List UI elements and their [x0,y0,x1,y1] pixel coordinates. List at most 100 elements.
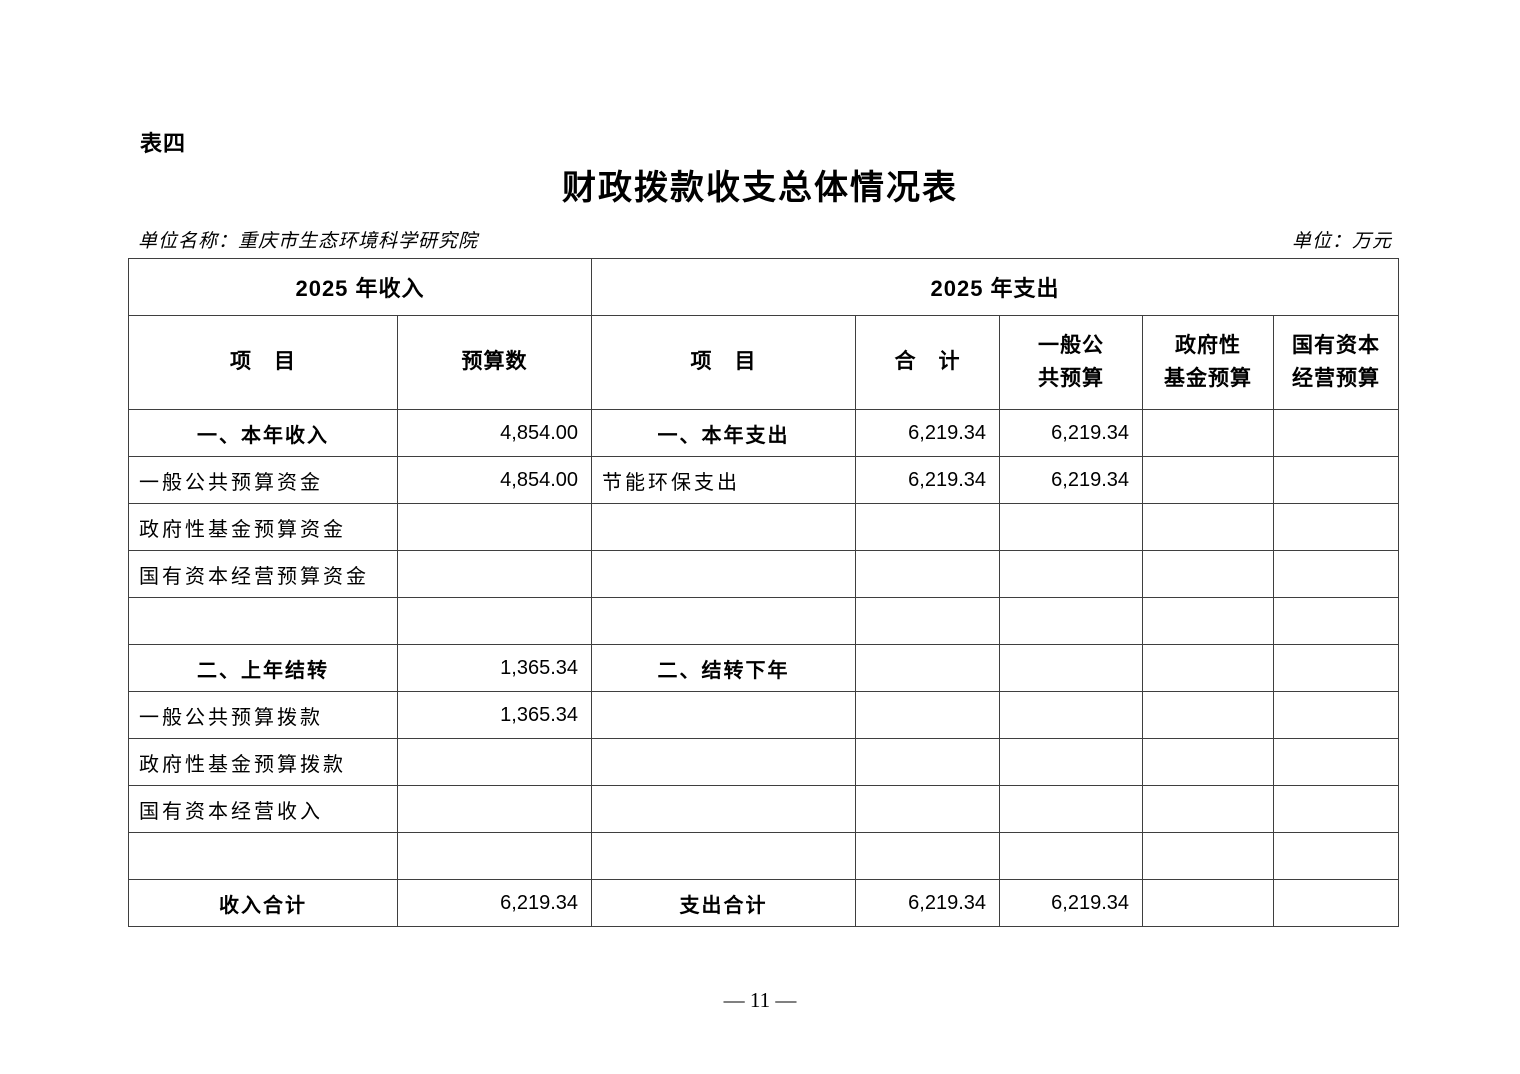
income-budget-cell [397,785,592,833]
table-row: 国有资本经营收入 [128,785,1400,833]
expense-group-header: 2025 年支出 [590,258,1400,316]
income-item-cell: 政府性基金预算资金 [128,503,398,551]
currency-unit-label: 单位：万元 [1291,231,1392,252]
table-row: 政府性基金预算资金 [128,503,1400,551]
table-row: 一般公共预算拨款 1,365.34 [128,691,1400,739]
table-header: 2025 年收入 2025 年支出 项 目 预算数 项 目 合 计 一般公 共预… [128,258,1400,410]
table-row: 一、本年收入 4,854.00 一、本年支出 6,219.34 6,219.34 [128,409,1400,457]
column-header-state-capital-budget: 国有资本 经营预算 [1272,315,1400,410]
income-item-cell [128,832,398,880]
general-public-budget-cell: 6,219.34 [999,456,1143,504]
table-row [128,832,1400,880]
column-header-total: 合 计 [855,315,1000,410]
general-public-budget-cell [999,503,1143,551]
gov-fund-budget-cell [1142,738,1274,786]
income-budget-cell [397,550,592,598]
table-row: 二、上年结转 1,365.34 二、结转下年 [128,644,1400,692]
total-cell [855,597,1000,645]
table-row: 政府性基金预算拨款 [128,738,1400,786]
expense-item-cell [591,785,856,833]
state-capital-budget-cell [1272,409,1400,457]
general-public-budget-cell [999,785,1143,833]
expense-item-cell: 支出合计 [591,879,856,927]
expense-item-cell [591,503,856,551]
income-group-header: 2025 年收入 [128,258,592,316]
gov-fund-budget-cell [1142,456,1274,504]
total-cell [855,691,1000,739]
state-capital-budget-cell [1272,832,1400,880]
expense-item-cell: 二、结转下年 [591,644,856,692]
column-header-gov-fund-budget: 政府性 基金预算 [1142,315,1274,410]
total-cell [855,832,1000,880]
gov-fund-budget-cell [1142,503,1274,551]
general-public-budget-cell [999,832,1143,880]
column-header-general-public-budget: 一般公 共预算 [999,315,1143,410]
total-cell [855,644,1000,692]
income-item-cell: 一、本年收入 [128,409,398,457]
total-cell [855,785,1000,833]
gov-fund-budget-cell [1142,879,1274,927]
state-capital-budget-cell [1272,456,1400,504]
state-capital-budget-cell [1272,785,1400,833]
gov-fund-budget-cell [1142,785,1274,833]
gov-fund-budget-cell [1142,832,1274,880]
table-label: 表四 [140,131,187,156]
total-cell [855,738,1000,786]
expense-item-cell [591,738,856,786]
column-header-row: 项 目 预算数 项 目 合 计 一般公 共预算 政府性 基金预算 国有资本 经营… [128,315,1400,410]
unit-name-label: 单位名称：重庆市生态环境科学研究院 [138,231,479,252]
expense-item-cell: 节能环保支出 [591,456,856,504]
total-cell: 6,219.34 [855,879,1000,927]
state-capital-budget-cell [1272,597,1400,645]
page-number: — 11 — [723,988,797,1012]
income-budget-cell: 4,854.00 [397,409,592,457]
total-cell [855,550,1000,598]
gov-fund-budget-cell [1142,644,1274,692]
expense-item-cell [591,832,856,880]
expense-item-cell: 一、本年支出 [591,409,856,457]
budget-table: 2025 年收入 2025 年支出 项 目 预算数 项 目 合 计 一般公 共预… [128,258,1400,927]
state-capital-budget-cell [1272,691,1400,739]
page-title: 财政拨款收支总体情况表 [562,170,958,207]
gov-fund-budget-cell [1142,409,1274,457]
total-cell [855,503,1000,551]
income-item-cell: 国有资本经营收入 [128,785,398,833]
table-row: 收入合计 6,219.34 支出合计 6,219.34 6,219.34 [128,879,1400,927]
income-item-cell: 政府性基金预算拨款 [128,738,398,786]
group-header-row: 2025 年收入 2025 年支出 [128,258,1400,316]
income-budget-cell: 6,219.34 [397,879,592,927]
state-capital-budget-cell [1272,879,1400,927]
income-budget-cell: 4,854.00 [397,456,592,504]
income-item-cell: 收入合计 [128,879,398,927]
income-item-cell: 二、上年结转 [128,644,398,692]
general-public-budget-cell [999,597,1143,645]
state-capital-budget-cell [1272,550,1400,598]
column-header-expense-item: 项 目 [591,315,856,410]
general-public-budget-cell [999,691,1143,739]
income-budget-cell: 1,365.34 [397,644,592,692]
income-item-cell: 一般公共预算拨款 [128,691,398,739]
general-public-budget-cell [999,644,1143,692]
column-header-income-budget: 预算数 [397,315,592,410]
table-row [128,597,1400,645]
general-public-budget-cell: 6,219.34 [999,879,1143,927]
table-row: 一般公共预算资金 4,854.00 节能环保支出 6,219.34 6,219.34 [128,456,1400,504]
income-budget-cell [397,503,592,551]
gov-fund-budget-cell [1142,691,1274,739]
table-row: 国有资本经营预算资金 [128,550,1400,598]
gov-fund-budget-cell [1142,597,1274,645]
total-cell: 6,219.34 [855,456,1000,504]
column-header-income-item: 项 目 [128,315,398,410]
general-public-budget-cell [999,550,1143,598]
income-budget-cell [397,832,592,880]
income-item-cell: 一般公共预算资金 [128,456,398,504]
income-item-cell [128,597,398,645]
expense-item-cell [591,597,856,645]
income-budget-cell [397,738,592,786]
gov-fund-budget-cell [1142,550,1274,598]
unit-info-row: 单位名称：重庆市生态环境科学研究院 单位：万元 [138,226,1392,253]
state-capital-budget-cell [1272,644,1400,692]
total-cell: 6,219.34 [855,409,1000,457]
state-capital-budget-cell [1272,503,1400,551]
